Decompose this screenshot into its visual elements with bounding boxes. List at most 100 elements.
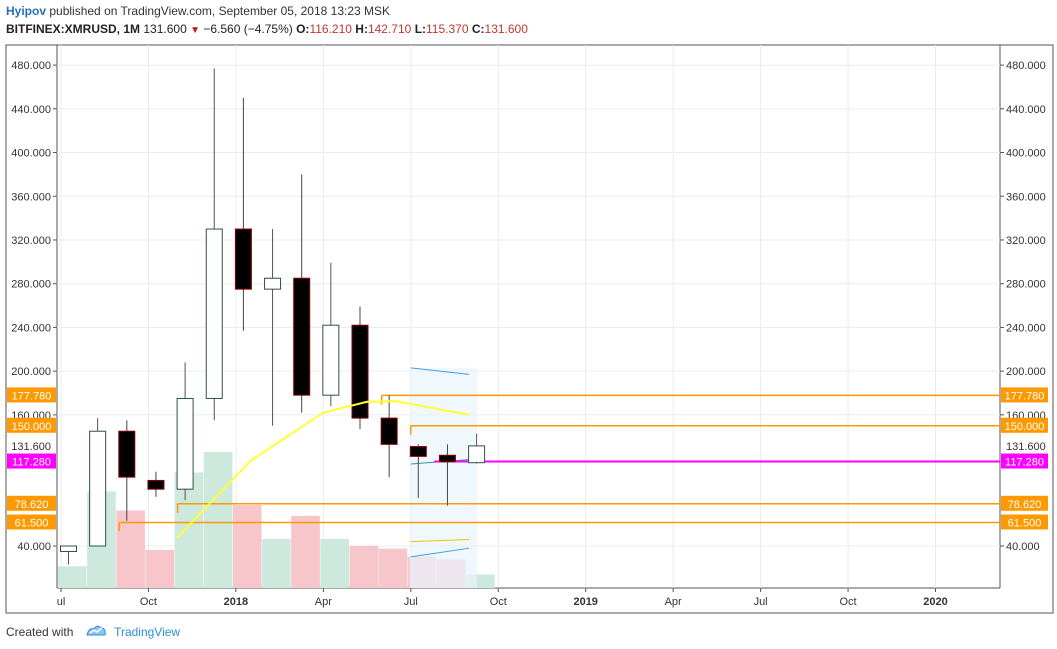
candle-body xyxy=(205,228,223,399)
x-tick-label: Jul xyxy=(404,596,418,608)
close-value: 131.600 xyxy=(484,22,528,36)
created-with-text: Created with xyxy=(6,625,74,639)
candle-body xyxy=(293,277,311,396)
level-label-box-left xyxy=(7,514,56,530)
volume-bar xyxy=(320,539,349,588)
y-tick-label-right: 440.000 xyxy=(1006,104,1046,116)
y-tick-label-left: 320.000 xyxy=(11,235,51,247)
candle-body xyxy=(380,417,398,445)
y-tick-label-right: 240.000 xyxy=(1006,322,1046,334)
candle-body xyxy=(89,430,107,547)
author-name[interactable]: Hyipov xyxy=(6,4,47,18)
y-tick-label-left: 200.000 xyxy=(11,366,51,378)
y-tick-label-right: 480.000 xyxy=(1006,60,1046,72)
level-label-box-left xyxy=(7,387,56,403)
chart-frame xyxy=(5,44,1054,614)
y-tick-label-right: 360.000 xyxy=(1006,191,1046,203)
volume-bar xyxy=(262,539,291,588)
channel-upper-line xyxy=(410,367,470,375)
volume-bar xyxy=(58,566,87,588)
x-tick-label: 2019 xyxy=(573,596,597,608)
candle-body xyxy=(438,454,456,463)
candle-body xyxy=(409,446,427,457)
y-tick-label-left: 440.000 xyxy=(11,104,51,116)
volume-bar xyxy=(349,545,379,588)
candle-body xyxy=(147,479,165,490)
candle-body xyxy=(264,277,282,290)
high-label: H: xyxy=(355,22,368,36)
volume-bar xyxy=(232,505,262,588)
level-label-left: 78.620 xyxy=(15,499,49,511)
level-label-right: 61.500 xyxy=(1008,518,1042,530)
level-label-left: 117.280 xyxy=(12,457,51,469)
footer: Created with TradingView xyxy=(6,623,180,641)
level-label-box-right xyxy=(1001,387,1048,403)
level-label-right: 150.000 xyxy=(1005,421,1045,433)
last-price-label-right: 131.600 xyxy=(1006,441,1046,453)
channel-mid-line xyxy=(410,538,470,543)
channel-lower-line xyxy=(410,547,470,558)
y-tick-label-right: 320.000 xyxy=(1006,235,1046,247)
level-label-left: 177.780 xyxy=(12,390,52,402)
candle-body xyxy=(351,324,369,419)
volume-bar xyxy=(116,510,145,588)
low-value: 115.370 xyxy=(426,22,469,36)
ohlc-line: BITFINEX:XMRUSD, 1M 131.600 ▼ −6.560 (−4… xyxy=(6,20,1046,38)
publish-line: Hyipov published on TradingView.com, Sep… xyxy=(6,2,1046,20)
volume-bar xyxy=(291,515,320,588)
x-tick-label: Oct xyxy=(490,596,507,608)
candle-body xyxy=(176,397,194,490)
candle-body xyxy=(234,228,252,290)
volume-bar xyxy=(378,548,408,588)
sma-line xyxy=(176,400,470,538)
level-label-right: 117.280 xyxy=(1005,457,1044,469)
close-label: C: xyxy=(471,22,485,36)
y-tick-label-left: 40.000 xyxy=(17,541,51,553)
change-value: −6.560 (−4.75%) xyxy=(203,22,293,36)
last-price: 131.600 xyxy=(143,22,187,36)
last-price-label-left: 131.600 xyxy=(11,441,51,453)
tradingview-logo-icon[interactable] xyxy=(85,623,107,642)
candle-body xyxy=(322,324,340,396)
candle-body xyxy=(60,545,77,552)
level-label-left: 150.000 xyxy=(12,421,52,433)
published-text: published on TradingView.com, September … xyxy=(49,4,391,18)
x-tick-label: 2018 xyxy=(224,596,248,608)
level-label-box-left xyxy=(7,495,56,511)
y-tick-label-left: 400.000 xyxy=(11,148,51,160)
down-arrow-icon: ▼ xyxy=(190,25,200,36)
level-label-right: 177.780 xyxy=(1005,390,1045,402)
volume-bar xyxy=(203,452,233,588)
chart-header: Hyipov published on TradingView.com, Sep… xyxy=(6,2,1046,38)
x-tick-label: Oct xyxy=(140,596,157,608)
y-tick-label-left: 360.000 xyxy=(11,191,51,203)
level-label-box-left xyxy=(7,453,56,469)
y-tick-label-left: 240.000 xyxy=(11,322,51,334)
y-tick-label-right: 400.000 xyxy=(1006,148,1046,160)
y-tick-label-right: 40.000 xyxy=(1006,541,1040,553)
x-tick-label: Apr xyxy=(665,596,682,608)
y-tick-label-left: 480.000 xyxy=(11,60,51,72)
level-label-box-left xyxy=(7,417,56,433)
high-value: 142.710 xyxy=(367,22,412,36)
y-tick-label-right: 200.000 xyxy=(1006,366,1046,378)
volume-bar xyxy=(174,472,204,588)
candle-body xyxy=(118,430,136,478)
volume-bar xyxy=(145,549,175,588)
level-label-box-right xyxy=(1001,453,1048,469)
level-label-right: 78.620 xyxy=(1008,499,1042,511)
level-label-left: 61.500 xyxy=(15,518,49,530)
y-tick-label-left: 280.000 xyxy=(11,279,51,291)
projection-region xyxy=(409,367,478,588)
x-tick-label: ul xyxy=(57,596,66,608)
open-label: O: xyxy=(296,22,310,36)
low-label: L: xyxy=(414,22,427,36)
y-tick-label-right: 280.000 xyxy=(1006,279,1046,291)
symbol-label: BITFINEX:XMRUSD, 1M xyxy=(6,22,141,36)
level-label-box-right xyxy=(1001,417,1048,433)
x-tick-label: 2020 xyxy=(923,596,947,608)
tradingview-link[interactable]: TradingView xyxy=(114,625,181,639)
x-tick-label: Jul xyxy=(754,596,768,608)
x-tick-label: Oct xyxy=(839,596,856,608)
